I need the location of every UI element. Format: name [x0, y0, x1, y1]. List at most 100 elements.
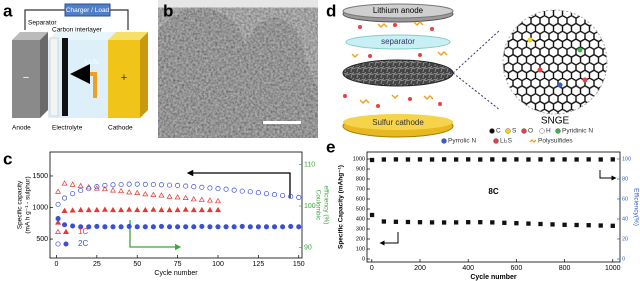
point — [175, 224, 181, 230]
point — [134, 224, 140, 230]
x-tick-label: 0 — [55, 261, 59, 268]
y-tick-label: 600 — [356, 196, 365, 202]
point — [207, 185, 213, 191]
panel-d: d Lithium anode separator Sulfur cathode… — [326, 1, 608, 145]
legend-swatch — [441, 138, 447, 144]
annotation: 8C — [488, 187, 498, 196]
point — [417, 220, 423, 225]
point — [199, 184, 205, 190]
point — [101, 206, 108, 212]
point — [158, 223, 165, 229]
legend-label: Polysulfides — [538, 138, 573, 145]
y-tick-label: 0 — [362, 256, 365, 262]
point — [126, 223, 132, 229]
x-tick-label: 600 — [511, 265, 523, 272]
point — [288, 193, 294, 200]
x-tick-label: 800 — [559, 265, 571, 272]
point — [61, 222, 68, 228]
lithium-anode-top — [342, 3, 454, 19]
point — [55, 188, 62, 194]
point — [231, 224, 237, 230]
point — [199, 223, 205, 229]
point — [183, 183, 189, 189]
point — [206, 206, 213, 213]
y-axis-label: (mA h g⁻¹ - sulphur) — [25, 176, 32, 233]
charger-box — [64, 3, 111, 17]
anode — [12, 40, 40, 118]
point — [134, 206, 141, 213]
shuttle-arrow — [70, 64, 97, 98]
anode-top — [12, 32, 48, 40]
sulfur-cathode-top — [343, 114, 453, 130]
legend-marker — [63, 241, 69, 247]
y-tick-label: 700 — [356, 186, 365, 192]
point — [118, 187, 125, 194]
panel-label: b — [163, 1, 173, 20]
point — [182, 194, 189, 201]
y2-tick-label: 20 — [622, 236, 628, 242]
point — [271, 192, 278, 198]
point — [215, 224, 221, 230]
point — [207, 224, 213, 230]
interlayer — [62, 38, 68, 116]
x-tick-label: 125 — [253, 261, 265, 268]
point — [94, 223, 100, 229]
point — [78, 187, 84, 194]
arrow — [599, 170, 617, 181]
point — [478, 220, 483, 225]
point — [610, 223, 615, 228]
point — [562, 157, 567, 162]
point — [598, 223, 603, 228]
point — [134, 189, 141, 195]
point — [69, 181, 76, 187]
point — [166, 193, 173, 199]
point — [198, 196, 205, 202]
point — [263, 191, 270, 197]
point — [134, 181, 140, 187]
cathode-sign: + — [121, 72, 127, 84]
legend-swatch — [521, 128, 527, 134]
point — [550, 222, 555, 227]
point — [158, 192, 165, 198]
interlayer-label: Carbon interlayer — [52, 27, 103, 34]
point — [405, 157, 411, 162]
point — [526, 157, 531, 162]
polysulfides — [351, 21, 448, 104]
point — [514, 221, 519, 226]
point — [538, 157, 543, 162]
point — [231, 187, 237, 193]
point — [142, 190, 149, 197]
point — [94, 184, 100, 190]
y-tick-label: 300 — [356, 226, 365, 232]
sulfur-cathode-label: Sulfur cathode — [372, 118, 424, 127]
point — [166, 206, 173, 213]
point — [514, 157, 519, 162]
point — [158, 206, 165, 213]
point — [198, 206, 205, 213]
panel-label: c — [3, 149, 12, 168]
legend-label: Pyridinic N — [562, 128, 593, 135]
point — [86, 186, 92, 192]
point — [405, 219, 411, 225]
point — [490, 157, 495, 162]
point — [586, 223, 591, 228]
point — [102, 182, 108, 188]
cathode-side — [140, 32, 148, 118]
legend-marker — [62, 228, 70, 234]
charger-label: Charger / Load — [66, 7, 110, 14]
x-tick-label: 25 — [93, 261, 101, 268]
point — [78, 224, 84, 230]
y-tick-label: 900 — [356, 166, 365, 172]
point — [190, 196, 197, 202]
plot-frame — [366, 151, 621, 263]
point — [610, 157, 615, 162]
point — [502, 220, 507, 225]
point — [574, 222, 579, 228]
point — [86, 224, 92, 230]
point — [126, 181, 132, 187]
scale-bar — [263, 121, 301, 124]
point — [69, 207, 76, 213]
point — [247, 189, 253, 195]
point — [214, 197, 222, 204]
point — [183, 224, 189, 230]
